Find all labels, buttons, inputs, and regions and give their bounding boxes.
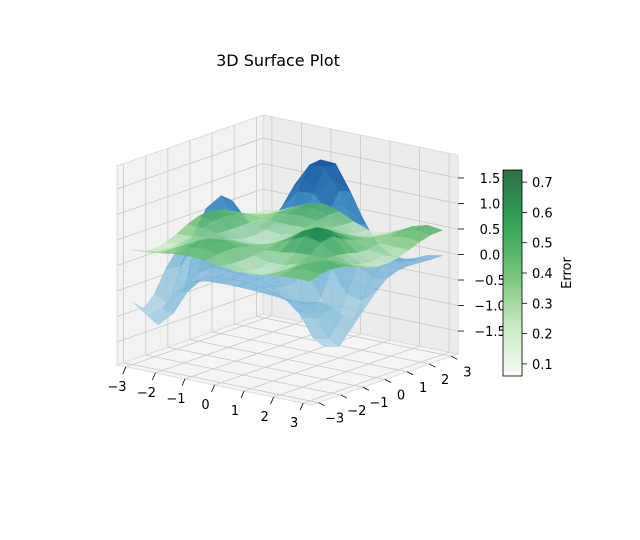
chart-title: 3D Surface Plot (216, 51, 340, 70)
y-tick-label: −2 (347, 404, 366, 419)
colorbar-ticks: 0.1 0.2 0.3 0.4 0.5 0.6 0.7 (522, 176, 553, 373)
colorbar: 0.1 0.2 0.3 0.4 0.5 0.6 0.7 Error (502, 169, 575, 377)
x-tick-mark (240, 390, 245, 399)
y-tick-label: 0 (397, 389, 405, 404)
grid-line (116, 188, 264, 241)
y-tick-mark (429, 363, 436, 368)
surface-facet (294, 300, 321, 305)
error-facet (294, 268, 322, 282)
grid-line (256, 315, 452, 357)
z-tick-label: −1.0 (474, 300, 506, 315)
y-tick-label: 1 (419, 381, 427, 396)
x-tick-label: 2 (260, 410, 268, 425)
colorbar-tick-label: 0.2 (532, 328, 553, 343)
y-tick-mark (451, 355, 458, 360)
z-tick-label: 1.0 (480, 198, 501, 213)
y-tick-mark (362, 386, 370, 391)
grid-line (167, 346, 363, 388)
grid-line (116, 163, 264, 215)
z-tick-label: 0.0 (480, 249, 501, 264)
x-tick-mark (211, 384, 215, 393)
x-tick-mark (181, 378, 186, 387)
y-tick-label: −1 (369, 396, 388, 411)
colorbar-tick-label: 0.3 (532, 297, 553, 312)
colorbar-label: Error (560, 257, 575, 289)
axis-ticks: −3 −2 −1 0 1 2 3 −3−2−10123−1.5−1.0−0.50.00.51.… (107, 172, 505, 431)
x-tick-mark (122, 366, 127, 374)
x-tick-label: −1 (166, 392, 185, 407)
y-tick-label: −3 (325, 412, 344, 427)
colorbar-tick-label: 0.1 (532, 358, 553, 373)
y-tick-mark (406, 371, 414, 376)
x-tick-mark (152, 372, 156, 381)
x-tick-label: 3 (290, 416, 298, 431)
colorbar-gradient (502, 169, 523, 377)
x-tick-label: 1 (231, 404, 239, 419)
x-tick-mark (270, 396, 274, 405)
y-tick-label: 3 (463, 365, 471, 380)
x-tick-label: 0 (201, 398, 209, 413)
grid-line (123, 362, 319, 404)
grid-line (116, 290, 264, 343)
grid-line (262, 163, 459, 204)
z-tick-label: −1.5 (474, 325, 506, 340)
x-tick-label: −2 (137, 386, 156, 401)
grid-line (189, 339, 386, 380)
z-tick-label: −0.5 (474, 274, 506, 289)
y-tick-mark (384, 379, 392, 383)
y-tick-label: 2 (441, 373, 449, 388)
grid-line (212, 331, 408, 373)
x-tick-mark (299, 403, 304, 411)
z-tick-label: 1.5 (480, 172, 501, 187)
grid-line (145, 354, 341, 396)
colorbar-tick-label: 0.6 (532, 206, 553, 221)
grid-line (262, 137, 459, 179)
grid-line (116, 137, 264, 190)
x-tick-label: −3 (107, 380, 126, 395)
y-tick-mark (318, 402, 325, 407)
colorbar-tick-label: 0.7 (532, 176, 553, 191)
colorbar-tick-label: 0.4 (532, 267, 553, 282)
error-mesh (132, 202, 444, 282)
y-tick-mark (340, 394, 347, 399)
colorbar-tick-label: 0.5 (532, 237, 553, 252)
z-tick-label: 0.5 (480, 223, 501, 238)
